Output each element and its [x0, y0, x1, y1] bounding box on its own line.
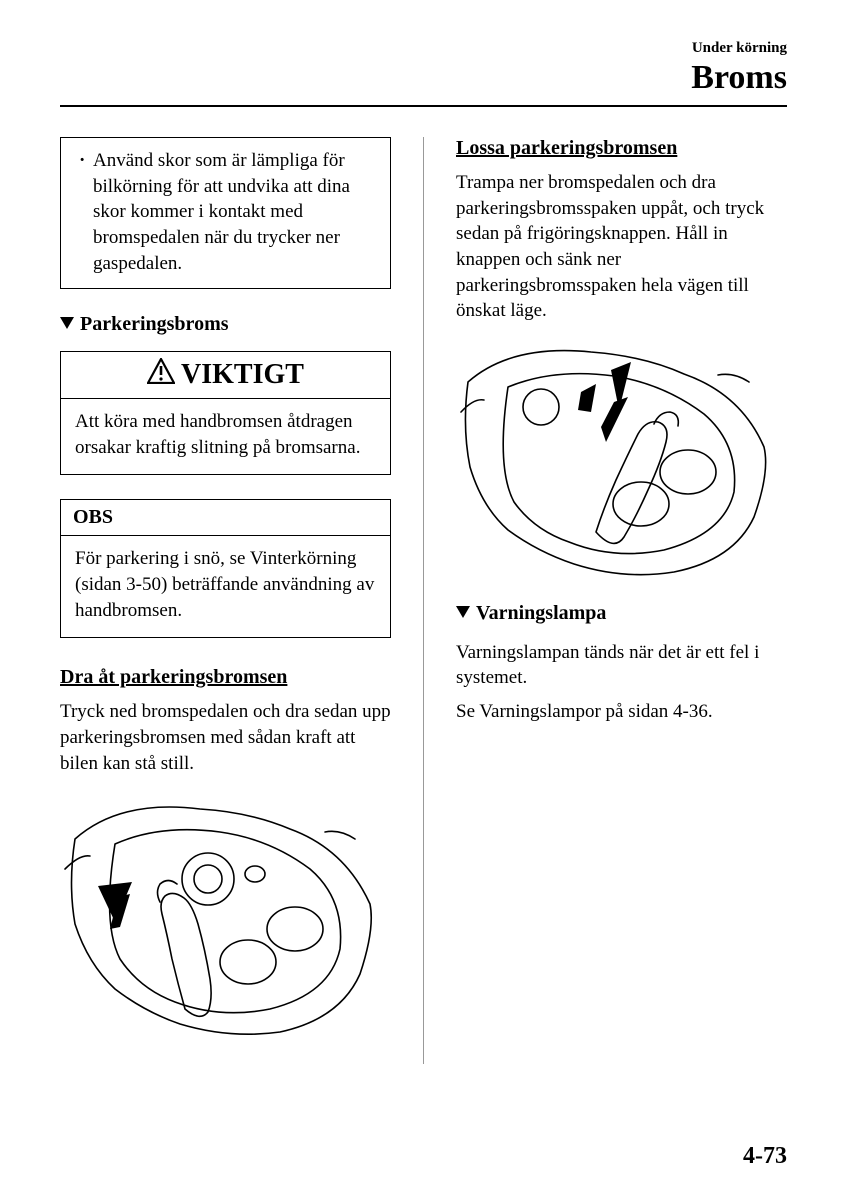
triangle-marker-icon: [456, 603, 470, 626]
varningslampa-heading: Varningslampa: [456, 602, 787, 626]
varningslampa-heading-text: Varningslampa: [476, 602, 606, 624]
tip-text: Använd skor som är lämpliga för bilkörni…: [79, 148, 376, 276]
left-column: Använd skor som är lämpliga för bilkörni…: [60, 137, 391, 1064]
dra-at-body: Tryck ned bromspedalen och dra sedan upp…: [60, 699, 391, 776]
obs-box: OBS För parkering i snö, se Vinterkörnin…: [60, 499, 391, 638]
page-header: Under körning Broms: [60, 40, 787, 97]
header-section: Under körning: [60, 40, 787, 57]
header-title: Broms: [60, 59, 787, 97]
lossa-title: Lossa parkeringsbromsen: [456, 137, 787, 160]
viktigt-box: VIKTIGT Att köra med handbromsen åtdrage…: [60, 351, 391, 475]
warning-triangle-icon: [147, 358, 175, 392]
viktigt-title-row: VIKTIGT: [61, 352, 390, 399]
dra-at-title: Dra åt parkeringsbromsen: [60, 666, 391, 689]
column-divider: [423, 137, 424, 1064]
lossa-body: Trampa ner bromspedalen och dra parkerin…: [456, 170, 787, 324]
obs-title: OBS: [61, 500, 390, 536]
varningslampa-line2: Se Varningslampor på sidan 4-36.: [456, 699, 787, 725]
header-rule: [60, 105, 787, 107]
tip-box: Använd skor som är lämpliga för bilkörni…: [60, 137, 391, 289]
triangle-marker-icon: [60, 314, 74, 337]
obs-body: För parkering i snö, se Vinterkörning (s…: [61, 536, 390, 637]
parking-brake-release-figure: [456, 332, 787, 582]
parkeringsbroms-heading: Parkeringsbroms: [60, 313, 391, 337]
parkeringsbroms-heading-text: Parkeringsbroms: [80, 313, 229, 335]
viktigt-title-text: VIKTIGT: [181, 359, 304, 391]
parking-brake-engage-figure: [60, 784, 391, 1044]
page-number: 4-73: [743, 1143, 787, 1170]
content-columns: Använd skor som är lämpliga för bilkörni…: [60, 137, 787, 1064]
viktigt-body: Att köra med handbromsen åtdragen orsaka…: [61, 399, 390, 474]
right-column: Lossa parkeringsbromsen Trampa ner broms…: [456, 137, 787, 1064]
varningslampa-line1: Varningslampan tänds när det är ett fel …: [456, 640, 787, 691]
